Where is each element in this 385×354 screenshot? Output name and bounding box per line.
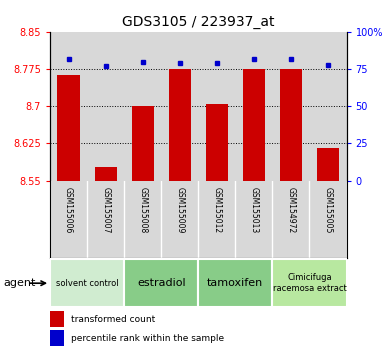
Bar [169, 69, 191, 181]
Text: GSM155006: GSM155006 [64, 187, 73, 233]
Text: GSM155009: GSM155009 [175, 187, 184, 233]
Bar [198, 259, 273, 307]
Text: GSM154972: GSM154972 [286, 187, 295, 233]
Text: transformed count: transformed count [71, 314, 155, 324]
Bar [317, 148, 339, 181]
Bar [243, 69, 265, 181]
Title: GDS3105 / 223937_at: GDS3105 / 223937_at [122, 16, 275, 29]
Text: GSM155005: GSM155005 [323, 187, 333, 233]
Text: solvent control: solvent control [56, 279, 119, 288]
Text: Cimicifuga
racemosa extract: Cimicifuga racemosa extract [273, 274, 346, 293]
Bar [50, 259, 124, 307]
Bar [124, 259, 198, 307]
Text: percentile rank within the sample: percentile rank within the sample [71, 333, 224, 343]
Bar [50, 311, 64, 327]
Bar [50, 330, 64, 346]
Text: GSM155013: GSM155013 [249, 187, 258, 233]
Bar [95, 167, 117, 181]
Bar [280, 69, 302, 181]
Text: GSM155012: GSM155012 [212, 187, 221, 233]
Text: GSM155008: GSM155008 [138, 187, 147, 233]
Text: estradiol: estradiol [137, 278, 186, 288]
Bar [206, 104, 228, 181]
Bar [132, 106, 154, 181]
Text: tamoxifen: tamoxifen [207, 278, 263, 288]
Bar [273, 259, 346, 307]
Text: GSM155007: GSM155007 [101, 187, 110, 233]
Bar [57, 75, 80, 181]
Text: agent: agent [4, 278, 36, 288]
